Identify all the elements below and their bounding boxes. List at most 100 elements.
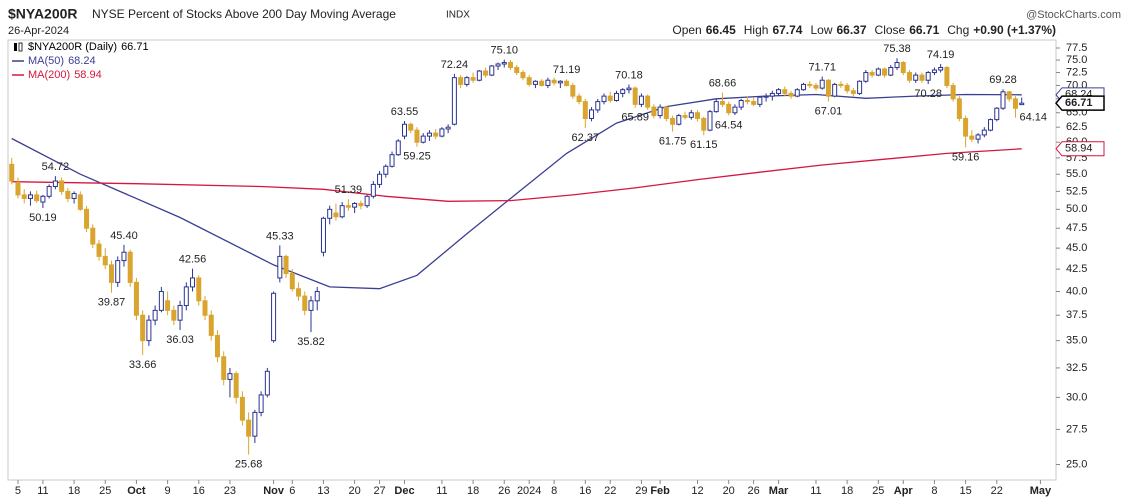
candle-body	[190, 277, 196, 288]
x-tick-label: Oct	[127, 485, 146, 497]
x-tick-label: 5	[15, 485, 21, 497]
x-tick-label: 23	[224, 485, 236, 497]
candle-body	[788, 92, 794, 97]
candle-body	[227, 373, 233, 380]
legend-entry: MA(50) 68.24	[28, 55, 96, 67]
annotation: 45.40	[110, 230, 138, 242]
value-tag-label: 66.71	[1065, 97, 1093, 109]
candle-body	[221, 356, 227, 380]
candle-body	[582, 101, 588, 119]
legend-name: MA(200)	[28, 69, 70, 81]
candle-body	[84, 208, 90, 229]
annotation: 42.56	[179, 254, 207, 266]
quote-value: 66.71	[909, 23, 939, 37]
candle-body	[470, 77, 476, 81]
candle-body	[869, 72, 875, 76]
candle-body	[327, 208, 333, 219]
candle-body	[289, 273, 295, 290]
candle-body	[539, 80, 545, 86]
candle-body	[140, 314, 146, 342]
annotation: 75.10	[490, 44, 518, 56]
x-tick-label: 22	[991, 485, 1003, 497]
candle-body	[595, 101, 601, 111]
plot-frame	[7, 39, 1057, 481]
candle-body	[944, 66, 950, 86]
candle-body	[994, 107, 1000, 121]
candle-body	[819, 79, 825, 89]
candle-body	[670, 117, 676, 125]
candle-body	[969, 135, 975, 140]
value-tag-label: 58.94	[1065, 143, 1093, 155]
candle-body	[956, 98, 962, 119]
candle-body	[863, 72, 869, 82]
candle-body	[601, 95, 607, 103]
candle-body	[46, 185, 52, 197]
candle-body	[825, 79, 831, 97]
candle-body	[857, 80, 863, 94]
legend-entry: $NYA200R (Daily) 66.71	[28, 41, 149, 53]
x-tick-label: 11	[810, 485, 821, 497]
annotation: 39.87	[98, 297, 126, 309]
candle-body	[183, 286, 189, 307]
exchange: INDX	[446, 10, 470, 21]
candle-body	[377, 173, 383, 185]
y-tick-label: 47.5	[1066, 222, 1087, 234]
y-tick-label: 25.0	[1066, 458, 1087, 470]
candle-body	[913, 74, 919, 81]
x-tick-label: 16	[579, 485, 591, 497]
x-tick-label: Nov	[263, 485, 285, 497]
candle-body	[751, 101, 757, 105]
quote-label: Chg	[947, 23, 969, 37]
y-tick-label: 72.5	[1066, 66, 1087, 78]
candle-body	[308, 300, 314, 311]
candle-body	[732, 106, 738, 114]
candle-body	[40, 195, 46, 203]
x-tick-label: 2024	[517, 485, 541, 497]
annotation: 72.24	[441, 59, 469, 71]
y-tick-label: 40.0	[1066, 285, 1087, 297]
legend-name: $NYA200R (Daily)	[28, 41, 117, 53]
candle-body	[938, 66, 944, 71]
candle-body	[483, 70, 489, 76]
candle-body	[564, 80, 570, 86]
instrument-name: NYSE Percent of Stocks Above 200 Day Mov…	[92, 7, 396, 21]
candle-body	[545, 79, 551, 86]
x-tick-label: 27	[373, 485, 385, 497]
candle-body	[707, 111, 713, 131]
annotation: 59.25	[403, 151, 431, 163]
candle-body	[115, 260, 121, 283]
y-tick-label: 42.5	[1066, 263, 1087, 275]
symbol: $NYA200R	[8, 6, 78, 22]
annotation: 70.18	[615, 69, 643, 81]
annotation: 75.38	[883, 43, 911, 55]
candle-body	[358, 202, 364, 207]
candle-body	[769, 92, 775, 97]
candle-body	[402, 123, 408, 137]
legend-name: MA(50)	[28, 55, 64, 67]
annotation: 74.19	[927, 49, 955, 61]
annotation: 25.68	[235, 459, 263, 471]
quote-label: Low	[810, 23, 832, 37]
x-tick-label: 18	[68, 485, 80, 497]
candle-body	[931, 69, 937, 74]
candle-body	[52, 180, 58, 187]
candle-body	[794, 89, 800, 97]
candle-body	[763, 95, 769, 98]
candle-body	[963, 117, 969, 137]
candle-body	[607, 95, 613, 101]
x-tick-label: 6	[289, 485, 295, 497]
candle-body	[801, 83, 807, 91]
annotation: 63.55	[391, 106, 419, 118]
legend-icon	[18, 42, 23, 52]
annotation: 62.37	[572, 132, 600, 144]
candle-body	[90, 227, 96, 245]
candle-body	[383, 165, 389, 175]
candle-body	[352, 202, 358, 208]
x-tick-label: 18	[841, 485, 853, 497]
candle-body	[757, 96, 763, 105]
annotation: 50.19	[29, 212, 57, 224]
candle-body	[620, 89, 626, 94]
legend-icon	[14, 43, 17, 51]
candle-body	[71, 192, 77, 199]
x-tick-label: 12	[691, 485, 703, 497]
